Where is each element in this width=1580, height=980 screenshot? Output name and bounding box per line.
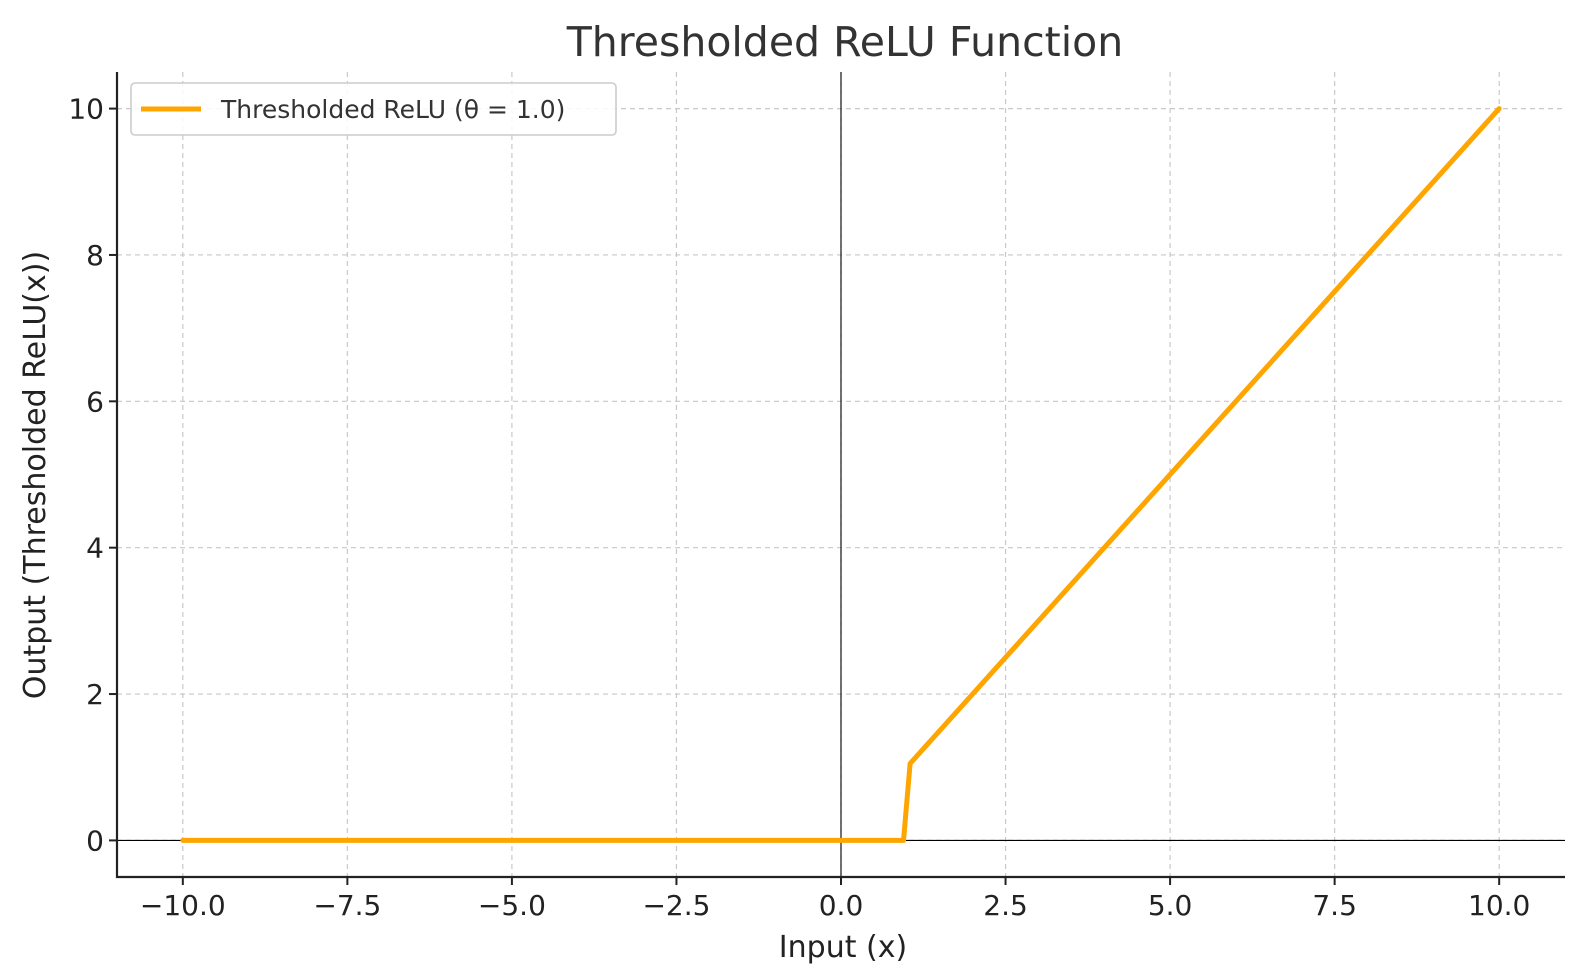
- chart-title: Thresholded ReLU Function: [566, 18, 1123, 66]
- axis-spines: [115, 72, 1565, 879]
- x-tick-label: 5.0: [1148, 889, 1193, 922]
- x-tick-label: −10.0: [140, 889, 226, 922]
- y-axis-label: Output (Thresholded ReLU(x)): [18, 251, 53, 699]
- tick-labels: −10.0 −7.5 −5.0 −2.5 0.0 2.5 5.0 7.5 10.0 0 2 4 6 8 10: [68, 93, 1530, 922]
- x-tick-label: −5.0: [478, 889, 546, 922]
- y-tick-label: 6: [86, 385, 104, 418]
- x-tick-label: 0.0: [819, 889, 864, 922]
- x-tick-label: 10.0: [1468, 889, 1530, 922]
- legend-box: [130, 82, 617, 136]
- legend-label: Thresholded ReLU (θ = 1.0): [220, 95, 565, 124]
- x-tick-label: −2.5: [642, 889, 710, 922]
- y-tick-label: 10: [68, 93, 104, 126]
- reference-lines: [117, 72, 1565, 877]
- y-tick-label: 0: [86, 824, 104, 857]
- series-line: [180, 106, 1502, 843]
- x-tick-label: 2.5: [983, 889, 1028, 922]
- y-tick-label: 4: [86, 532, 104, 565]
- y-tick-label: 8: [86, 239, 104, 272]
- legend: Thresholded ReLU (θ = 1.0): [130, 82, 617, 136]
- axes: [109, 72, 1565, 885]
- x-tick-label: −7.5: [313, 889, 381, 922]
- x-tick-label: 7.5: [1312, 889, 1357, 922]
- series-layer: [180, 106, 1502, 843]
- x-axis-label: Input (x): [779, 930, 907, 965]
- y-tick-label: 2: [86, 678, 104, 711]
